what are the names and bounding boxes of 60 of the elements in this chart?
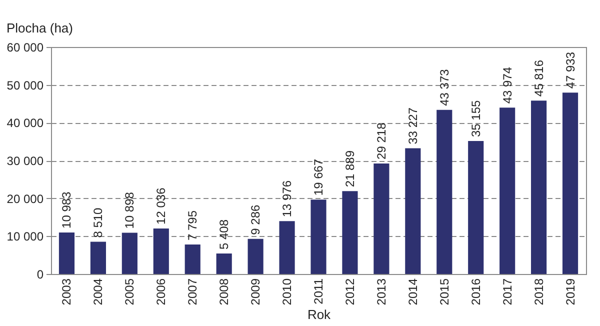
x-tick-label: 2014 <box>406 278 420 306</box>
data-label: 5 408 <box>217 219 232 250</box>
bar <box>500 108 516 274</box>
bar <box>153 228 169 274</box>
bar <box>531 100 547 274</box>
bar <box>405 148 421 274</box>
bar <box>342 191 358 274</box>
data-label: 7 795 <box>186 210 200 241</box>
bar <box>58 232 75 274</box>
data-label: 43 373 <box>437 68 452 106</box>
data-label: 35 155 <box>468 100 483 137</box>
data-label: 12 036 <box>154 187 168 224</box>
bar <box>90 242 106 274</box>
x-tick-label: 2009 <box>248 278 263 306</box>
x-tick-label: 2018 <box>532 278 546 306</box>
x-tick-label: 2008 <box>217 278 232 306</box>
y-tick-label: 0 <box>36 268 44 282</box>
x-tick-label: 2005 <box>122 278 137 306</box>
bar <box>468 140 484 274</box>
data-label: 13 976 <box>280 180 294 218</box>
y-tick-label: 50 000 <box>6 78 44 92</box>
bar <box>216 254 232 274</box>
data-label: 47 933 <box>563 52 578 89</box>
x-tick-label: 2016 <box>468 278 483 306</box>
data-label: 43 974 <box>500 66 514 104</box>
y-axis-title: Plocha (ha) <box>6 20 73 36</box>
data-label: 33 227 <box>406 107 420 144</box>
data-label: 9 286 <box>248 204 263 235</box>
bar <box>248 238 264 274</box>
data-label: 19 667 <box>312 158 326 196</box>
bar <box>310 200 326 274</box>
bar <box>279 221 295 274</box>
x-axis-title: Rok <box>307 307 332 322</box>
y-tick-label: 30 000 <box>6 154 44 168</box>
y-tick-label: 40 000 <box>6 116 44 130</box>
x-tick-label: 2017 <box>500 278 514 306</box>
data-label: 21 889 <box>342 150 357 188</box>
y-tick-label: 10 000 <box>6 230 44 244</box>
x-tick-label: 2004 <box>91 278 106 306</box>
bar <box>374 163 390 274</box>
data-label: 10 898 <box>122 192 137 229</box>
x-tick-label: 2010 <box>280 278 294 306</box>
x-tick-label: 2003 <box>60 278 74 306</box>
x-tick-label: 2015 <box>437 278 452 306</box>
bar <box>122 232 138 274</box>
y-tick-label: 20 000 <box>6 192 44 206</box>
data-label: 8 510 <box>91 207 106 238</box>
x-tick-label: 2011 <box>312 278 326 304</box>
bar <box>184 244 200 274</box>
x-tick-label: 2012 <box>342 278 357 306</box>
data-label: 29 218 <box>374 122 388 160</box>
x-tick-label: 2019 <box>563 278 578 306</box>
data-label: 45 816 <box>532 60 546 97</box>
x-tick-label: 2013 <box>374 278 388 306</box>
bar <box>562 92 578 274</box>
x-tick-label: 2006 <box>154 278 168 306</box>
bar <box>436 110 452 274</box>
data-label: 10 983 <box>60 191 74 228</box>
y-tick-label: 60 000 <box>6 40 44 54</box>
x-tick-label: 2007 <box>186 278 200 306</box>
